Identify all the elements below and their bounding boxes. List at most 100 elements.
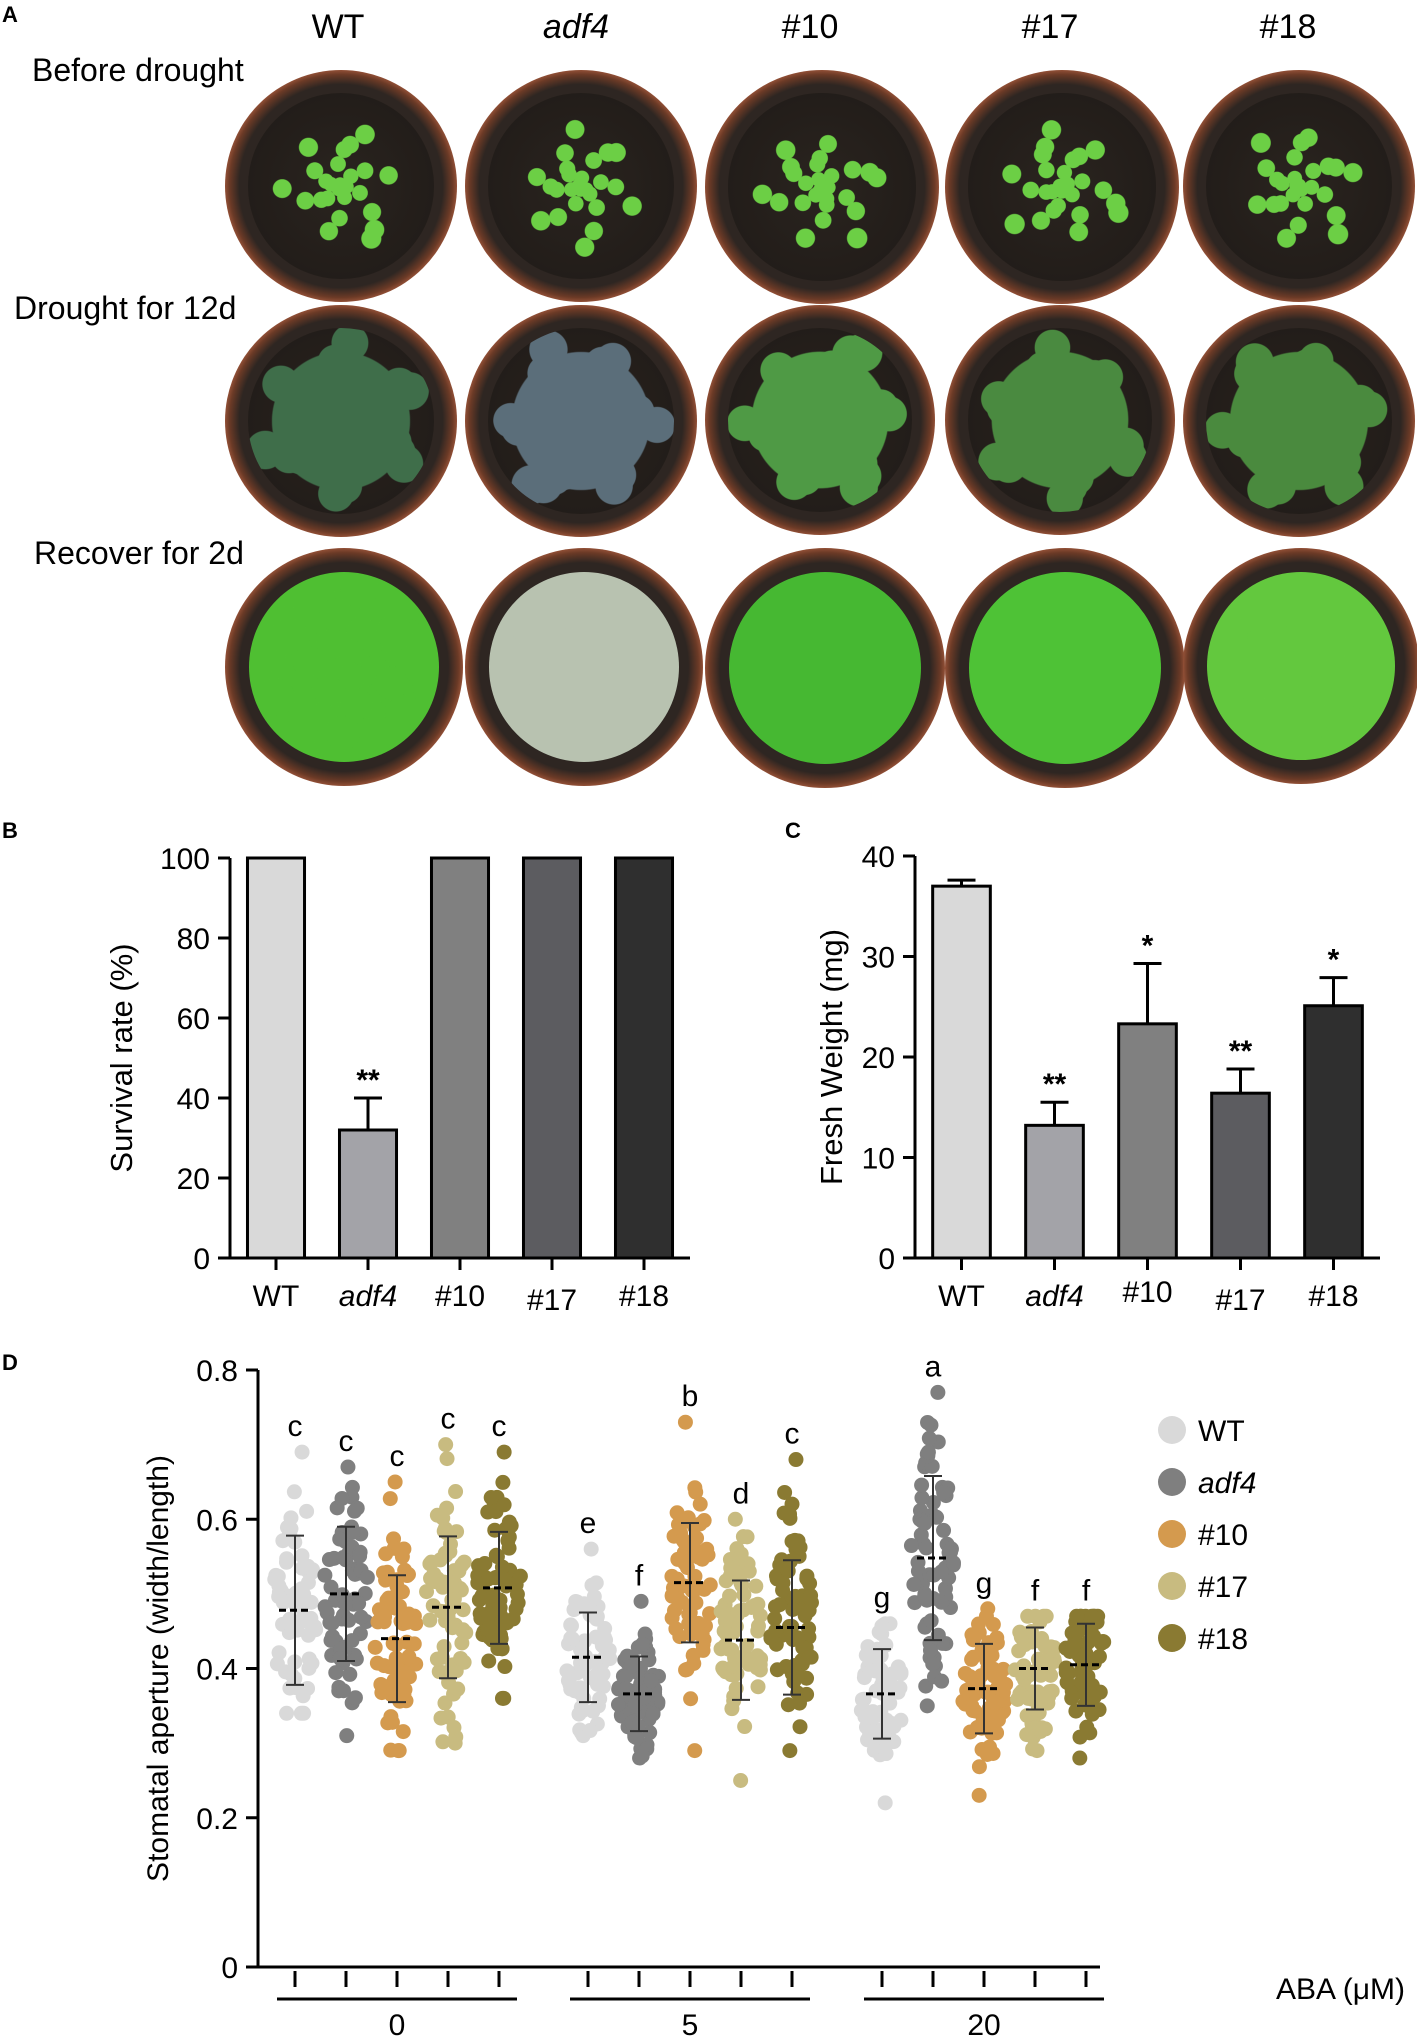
significance-letter: g (874, 1582, 891, 1615)
data-point (477, 1556, 493, 1572)
y-axis-label: Fresh Weight (mg) (814, 929, 849, 1185)
data-point (890, 1659, 906, 1675)
data-point (983, 1643, 999, 1659)
soil-with-plants (969, 572, 1161, 764)
data-point (406, 1636, 422, 1652)
data-point (564, 1631, 580, 1647)
data-point (282, 1611, 298, 1627)
data-point (930, 1627, 946, 1643)
legend-entry: adf4 (1198, 1467, 1256, 1500)
data-point (987, 1694, 1003, 1710)
soil-with-plants (728, 328, 912, 512)
significance-letter: b (682, 1380, 699, 1413)
data-point (747, 1597, 763, 1613)
data-point (300, 1680, 316, 1696)
data-point (964, 1627, 980, 1643)
data-point (359, 1569, 375, 1585)
data-point (429, 1651, 445, 1667)
panel-letter-c: C (785, 818, 801, 843)
data-point (735, 1602, 751, 1618)
x-tick-label: WT (253, 1280, 300, 1313)
x-tick-label: #18 (619, 1280, 669, 1313)
data-point (602, 1651, 618, 1667)
data-point (718, 1626, 734, 1642)
x-tick-label: WT (938, 1280, 985, 1313)
data-point (917, 1515, 933, 1531)
data-point (906, 1577, 922, 1593)
data-point (1041, 1689, 1057, 1705)
data-point (722, 1588, 738, 1604)
panel-letter-a: A (2, 2, 18, 27)
data-point (373, 1676, 389, 1692)
data-point (1070, 1623, 1086, 1639)
data-point (496, 1572, 512, 1588)
data-point (782, 1506, 798, 1522)
data-point (455, 1602, 471, 1618)
x-tick-label: #10 (1122, 1276, 1172, 1309)
data-point (1065, 1640, 1081, 1656)
data-point (486, 1587, 502, 1603)
photo-panel: A WT adf4 #10 #17 #18 Before drought Dro… (0, 0, 1417, 800)
y-tick-label: 100 (160, 843, 210, 876)
data-point (679, 1560, 695, 1576)
data-point (435, 1510, 451, 1526)
significance-letter: g (976, 1567, 993, 1600)
data-point (439, 1451, 455, 1467)
data-point (397, 1681, 413, 1697)
bar (931, 884, 992, 1260)
y-tick-label: 0.4 (196, 1654, 238, 1687)
y-tick-label: 0.8 (196, 1355, 238, 1388)
data-point (1037, 1638, 1053, 1654)
data-point (934, 1564, 950, 1580)
data-point (588, 1575, 604, 1591)
data-point (1020, 1690, 1036, 1706)
data-point (335, 1550, 351, 1566)
data-point (634, 1636, 650, 1652)
data-point (775, 1575, 791, 1591)
col-label-adf4: adf4 (542, 8, 610, 46)
bar (521, 856, 583, 1260)
data-point (874, 1618, 890, 1634)
data-point (346, 1503, 362, 1519)
legend-swatch (1158, 1624, 1186, 1652)
data-point (446, 1720, 462, 1736)
data-point (782, 1743, 798, 1759)
x-tick-label: #17 (1215, 1284, 1265, 1317)
data-point (695, 1642, 711, 1658)
data-point (568, 1593, 584, 1609)
data-point (341, 1612, 357, 1628)
data-point (945, 1555, 961, 1571)
bar (613, 856, 675, 1260)
legend-swatch (1158, 1468, 1186, 1496)
data-point (450, 1681, 466, 1697)
legend-entry: #10 (1198, 1519, 1248, 1552)
pot-photo (225, 548, 463, 786)
significance-marker: ** (356, 1064, 380, 1097)
pot-photo (705, 305, 935, 535)
data-point (702, 1577, 718, 1593)
data-point (725, 1658, 741, 1674)
data-point (423, 1554, 439, 1570)
data-point (494, 1613, 510, 1629)
data-point (1085, 1629, 1101, 1645)
data-point (489, 1549, 505, 1565)
data-point (669, 1505, 685, 1521)
x-tick-label: #10 (435, 1280, 485, 1313)
data-point (299, 1503, 315, 1519)
x-tick-label: adf4 (1025, 1280, 1083, 1313)
data-point (921, 1430, 937, 1446)
data-point (1068, 1703, 1084, 1719)
data-point (878, 1746, 894, 1762)
data-point (481, 1653, 497, 1669)
data-point (679, 1539, 695, 1555)
pot-photo (225, 70, 457, 302)
data-point (348, 1651, 364, 1667)
data-point (483, 1490, 499, 1506)
pot-photo (1183, 548, 1417, 784)
data-point (643, 1673, 659, 1689)
data-point (501, 1514, 517, 1530)
data-point (664, 1610, 680, 1626)
data-point (594, 1665, 610, 1681)
y-tick-label: 10 (862, 1143, 895, 1176)
bar (1303, 1004, 1364, 1260)
